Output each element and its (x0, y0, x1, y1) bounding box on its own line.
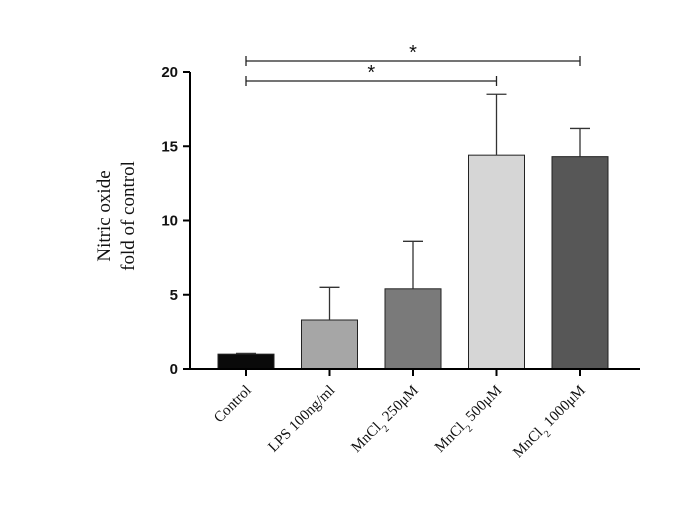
x-tick-label-2: LPS 100ng/ml (265, 383, 338, 456)
significance-star-2: * (409, 42, 417, 64)
y-tick-label-0: 0 (170, 361, 178, 378)
axes-group: 0 5 10 15 20 (161, 64, 640, 378)
bar-1 (217, 353, 275, 370)
y-tick-label-10: 10 (161, 213, 178, 230)
bar-2 (301, 319, 358, 370)
x-tick-label-1: Control (211, 383, 255, 427)
y-tick-label-20: 20 (161, 64, 178, 81)
y-axis-title: Nitric oxide fold of control (94, 161, 139, 271)
error-bars-group (236, 93, 590, 355)
bar-3 (384, 288, 442, 370)
x-tick-label-5: MnCl2 1000μM (510, 383, 592, 465)
x-tick-label-4: MnCl2 500μM (432, 383, 508, 459)
significance-star-1: * (367, 62, 375, 84)
y-tick-label-15: 15 (161, 138, 178, 155)
y-axis-title-line-1: Nitric oxide (94, 170, 115, 261)
bars-group (217, 154, 609, 370)
y-tick-label-5: 5 (170, 287, 178, 304)
bar-4 (468, 154, 525, 370)
x-tick-label-3: MnCl2 250μM (349, 383, 425, 459)
y-axis-title-line-2: fold of control (118, 161, 139, 271)
significance-group: ** (245, 42, 581, 86)
bar-5 (551, 156, 609, 370)
